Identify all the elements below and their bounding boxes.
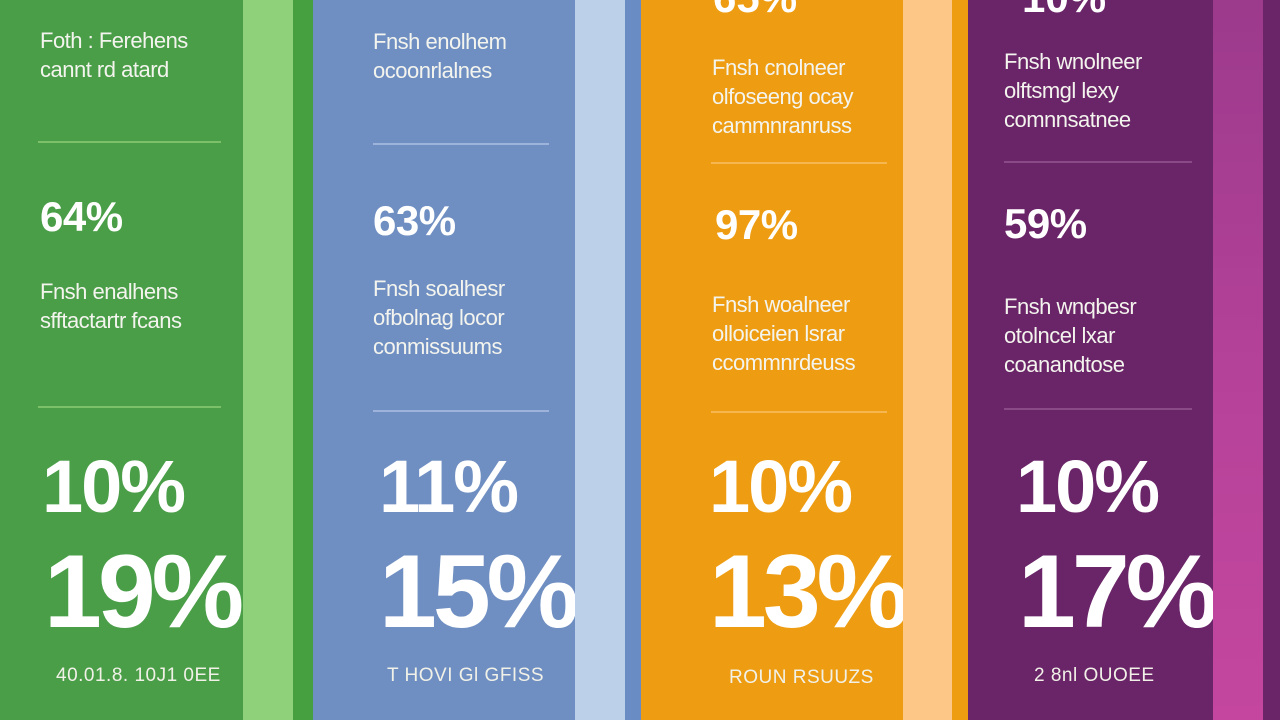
caption-line: otolncel lxar xyxy=(1004,323,1115,348)
orange-caption-top: Fnsh cnolneer olfoseeng ocay cammnranrus… xyxy=(712,53,854,140)
blue-stat-mid: 63% xyxy=(373,197,456,244)
orange-column: 65% Fnsh cnolneer olfoseeng ocay cammnra… xyxy=(641,0,903,720)
purple-divider-bottom xyxy=(1004,408,1192,410)
blue-stat-big-1: 11% xyxy=(379,445,519,528)
green-divider-top xyxy=(38,141,221,143)
purple-divider-top xyxy=(1004,161,1192,163)
orange-footer: ROUN RSUUZS xyxy=(729,667,874,688)
green-caption-top: Foth : Ferehens cannt rd atard xyxy=(40,26,188,84)
green-footer: 40.01.8. 10J1 0EE xyxy=(56,665,221,686)
caption-line: Fnsh wnolneer xyxy=(1004,49,1142,74)
caption-line: comnnsatnee xyxy=(1004,107,1131,132)
purple-stat-big-1: 10% xyxy=(1016,445,1160,528)
purple-stripe xyxy=(1213,0,1263,720)
green-edge xyxy=(293,0,313,720)
blue-caption-mid: Fnsh soalhesr ofbolnag locor conmissuums xyxy=(373,274,505,361)
blue-divider-top xyxy=(373,143,549,145)
blue-column: Fnsh enolhem ocoonrlalnes 63% Fnsh soalh… xyxy=(313,0,579,720)
purple-column: 10% Fnsh wnolneer olftsmgl lexy comnnsat… xyxy=(968,0,1213,720)
caption-line: Foth : Ferehens xyxy=(40,28,188,53)
orange-stat-big-2: 13% xyxy=(709,534,903,650)
blue-edge xyxy=(625,0,641,720)
blue-stat-big-2: 15% xyxy=(379,534,579,650)
purple-caption-mid: Fnsh wnqbesr otolncel lxar coanandtose xyxy=(1004,292,1137,379)
caption-line: Fnsh enalhens xyxy=(40,279,178,304)
orange-stat-mid: 97% xyxy=(715,201,798,248)
orange-divider-bottom xyxy=(711,411,887,413)
caption-line: cammnranruss xyxy=(712,113,852,138)
orange-divider-top xyxy=(711,162,887,164)
green-column: Foth : Ferehens cannt rd atard 64% Fnsh … xyxy=(0,0,244,720)
caption-line: ocoonrlalnes xyxy=(373,58,492,83)
orange-edge xyxy=(952,0,968,720)
blue-divider-bottom xyxy=(373,410,549,412)
caption-line: olfoseeng ocay xyxy=(712,84,854,109)
caption-line: ofbolnag locor xyxy=(373,305,505,330)
orange-stat-big-1: 10% xyxy=(709,445,853,528)
purple-stat-top: 10% xyxy=(1022,0,1106,22)
orange-caption-mid: Fnsh woalneer olloiceien lsrar ccommnrde… xyxy=(712,290,856,377)
orange-stripe xyxy=(903,0,952,720)
orange-stat-top: 65% xyxy=(713,0,797,22)
caption-line: conmissuums xyxy=(373,334,502,359)
purple-edge xyxy=(1263,0,1280,720)
caption-line: Fnsh soalhesr xyxy=(373,276,505,301)
green-stripe xyxy=(243,0,293,720)
blue-stripe xyxy=(575,0,625,720)
caption-line: sfftactartr fcans xyxy=(40,308,182,333)
caption-line: Fnsh wnqbesr xyxy=(1004,294,1137,319)
caption-line: coanandtose xyxy=(1004,352,1125,377)
blue-footer: T HOVI Gl GFISS xyxy=(387,665,545,686)
green-stat-mid: 64% xyxy=(40,193,123,240)
green-caption-mid: Fnsh enalhens sfftactartr fcans xyxy=(40,277,182,335)
caption-line: Fnsh cnolneer xyxy=(712,55,845,80)
green-stat-big-1: 10% xyxy=(42,445,186,528)
green-divider-bottom xyxy=(38,406,221,408)
caption-line: olloiceien lsrar xyxy=(712,321,845,346)
caption-line: olftsmgl lexy xyxy=(1004,78,1119,103)
purple-stat-big-2: 17% xyxy=(1018,534,1213,650)
caption-line: ccommnrdeuss xyxy=(712,350,856,375)
purple-stat-mid: 59% xyxy=(1004,200,1087,247)
caption-line: cannt rd atard xyxy=(40,57,169,82)
blue-caption-top: Fnsh enolhem ocoonrlalnes xyxy=(373,27,507,85)
green-stat-big-2: 19% xyxy=(44,534,244,650)
caption-line: Fnsh woalneer xyxy=(712,292,850,317)
purple-caption-top: Fnsh wnolneer olftsmgl lexy comnnsatnee xyxy=(1004,47,1142,134)
purple-footer: 2 8nl OUOEE xyxy=(1034,665,1155,686)
caption-line: Fnsh enolhem xyxy=(373,29,507,54)
